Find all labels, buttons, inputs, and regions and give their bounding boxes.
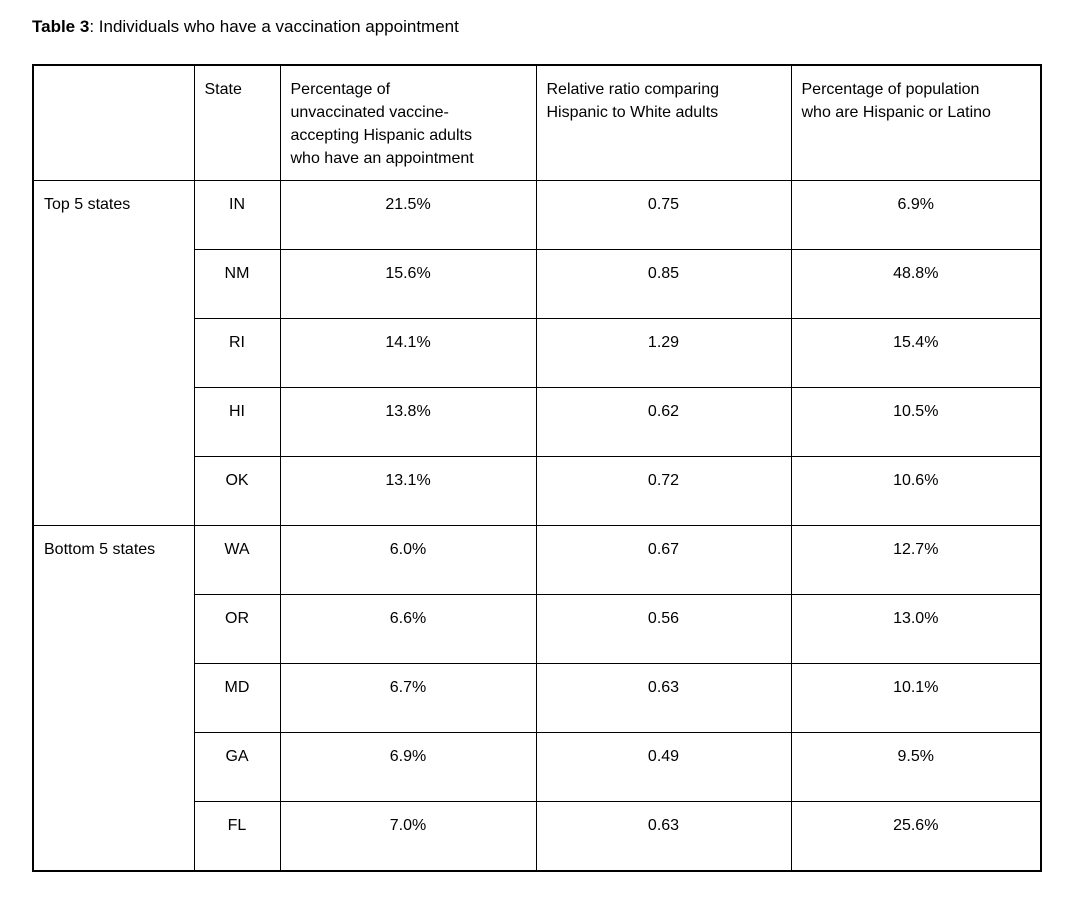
table-row: OR 6.6% 0.56 13.0%: [33, 594, 1042, 664]
cell-pct-appointment: 6.9%: [279, 732, 537, 802]
cell-relative-ratio: 0.63: [535, 663, 792, 733]
table-header: State Percentage of unvaccinated vaccine…: [32, 64, 1042, 181]
cell-pct-appointment: 15.6%: [279, 249, 537, 319]
table-title-text: : Individuals who have a vaccination app…: [89, 17, 459, 36]
cell-pct-appointment: 6.7%: [279, 663, 537, 733]
header-cell-pct-appointment-text: Percentage of unvaccinated vaccine-accep…: [290, 81, 474, 167]
header-cell-state: State: [193, 64, 281, 181]
cell-state: GA: [193, 732, 281, 802]
cell-relative-ratio: 0.85: [535, 249, 792, 319]
cell-pct-hispanic: 10.5%: [790, 387, 1042, 457]
cell-pct-hispanic: 12.7%: [790, 525, 1042, 595]
cell-relative-ratio: 0.56: [535, 594, 792, 664]
table-title: Table 3: Individuals who have a vaccinat…: [32, 16, 1040, 38]
cell-pct-hispanic: 15.4%: [790, 318, 1042, 388]
cell-pct-hispanic: 10.1%: [790, 663, 1042, 733]
cell-relative-ratio: 0.72: [535, 456, 792, 526]
cell-pct-hispanic: 25.6%: [790, 801, 1042, 871]
header-cell-pct-hispanic: Percentage of population who are Hispani…: [790, 64, 1042, 181]
cell-state: FL: [193, 801, 281, 871]
cell-state: IN: [193, 180, 281, 250]
cell-state: RI: [193, 318, 281, 388]
cell-state: NM: [193, 249, 281, 319]
header-cell-pct-appointment: Percentage of unvaccinated vaccine-accep…: [279, 64, 537, 181]
cell-relative-ratio: 0.75: [535, 180, 792, 250]
table-row: Bottom 5 states WA 6.0% 0.67 12.7%: [32, 525, 1042, 871]
table-row: RI 14.1% 1.29 15.4%: [33, 318, 1042, 388]
cell-pct-appointment: 21.5%: [279, 180, 537, 250]
header-cell-group: [32, 64, 195, 181]
table-row: Top 5 states IN 21.5% 0.75 6.9%: [32, 180, 1042, 526]
cell-relative-ratio: 1.29: [535, 318, 792, 388]
table-title-label: Table 3: [32, 17, 90, 36]
table-body: Top 5 states IN 21.5% 0.75 6.9% NM 15.6% 0.85 48…: [32, 180, 1042, 871]
table-row: GA 6.9% 0.49 9.5%: [33, 732, 1042, 802]
header-cell-relative-ratio: Relative ratio comparing Hispanic to Whi…: [535, 64, 792, 181]
table-row: HI 13.8% 0.62 10.5%: [33, 387, 1042, 457]
cell-relative-ratio: 0.62: [535, 387, 792, 457]
vaccination-appointment-table: State Percentage of unvaccinated vaccine…: [32, 64, 1042, 872]
cell-pct-appointment: 13.8%: [279, 387, 537, 457]
row-group-label: Bottom 5 states: [32, 525, 195, 871]
cell-pct-hispanic: 6.9%: [790, 180, 1042, 250]
cell-pct-appointment: 13.1%: [279, 456, 537, 526]
cell-pct-appointment: 6.0%: [279, 525, 537, 595]
cell-relative-ratio: 0.49: [535, 732, 792, 802]
row-group-label: Top 5 states: [32, 180, 195, 526]
table-row: NM 15.6% 0.85 48.8%: [33, 249, 1042, 319]
cell-pct-hispanic: 13.0%: [790, 594, 1042, 664]
cell-state: WA: [193, 525, 281, 595]
cell-pct-hispanic: 10.6%: [790, 456, 1042, 526]
header-cell-relative-ratio-text: Relative ratio comparing Hispanic to Whi…: [546, 81, 720, 121]
table-row: FL 7.0% 0.63 25.6%: [33, 801, 1042, 871]
cell-pct-appointment: 14.1%: [279, 318, 537, 388]
cell-relative-ratio: 0.63: [535, 801, 792, 871]
cell-pct-appointment: 7.0%: [279, 801, 537, 871]
table-row: MD 6.7% 0.63 10.1%: [33, 663, 1042, 733]
cell-relative-ratio: 0.67: [535, 525, 792, 595]
cell-state: HI: [193, 387, 281, 457]
cell-state: MD: [193, 663, 281, 733]
table-row: OK 13.1% 0.72 10.6%: [33, 456, 1042, 526]
header-row: State Percentage of unvaccinated vaccine…: [32, 64, 1042, 181]
cell-pct-hispanic: 48.8%: [790, 249, 1042, 319]
cell-pct-hispanic: 9.5%: [790, 732, 1042, 802]
header-cell-pct-hispanic-text: Percentage of population who are Hispani…: [801, 81, 991, 121]
cell-state: OR: [193, 594, 281, 664]
cell-state: OK: [193, 456, 281, 526]
cell-pct-appointment: 6.6%: [279, 594, 537, 664]
